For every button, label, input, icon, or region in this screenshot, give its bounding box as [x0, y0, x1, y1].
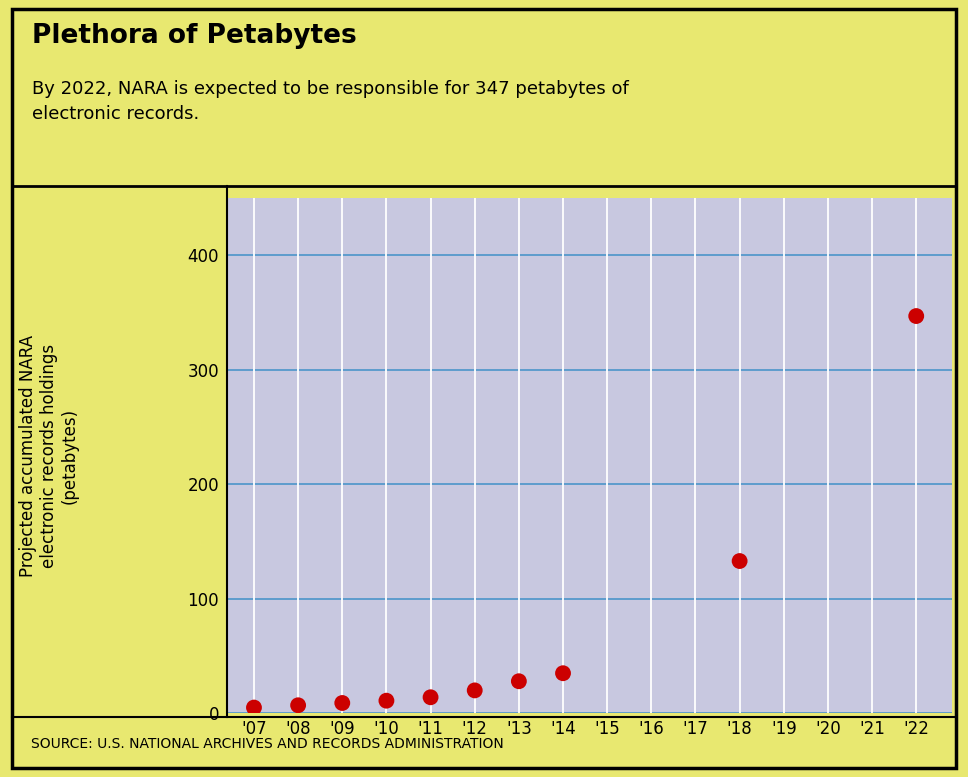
- Text: Projected accumulated NARA
electronic records holdings
(petabytes): Projected accumulated NARA electronic re…: [19, 335, 79, 577]
- Point: [909, 310, 924, 322]
- Point: [556, 667, 571, 679]
- Text: Plethora of Petabytes: Plethora of Petabytes: [32, 23, 357, 50]
- Point: [467, 685, 482, 697]
- Point: [290, 699, 306, 712]
- Point: [511, 675, 527, 688]
- Text: SOURCE: U.S. NATIONAL ARCHIVES AND RECORDS ADMINISTRATION: SOURCE: U.S. NATIONAL ARCHIVES AND RECOR…: [31, 737, 503, 751]
- Point: [246, 702, 261, 714]
- Point: [335, 697, 350, 709]
- Text: By 2022, NARA is expected to be responsible for 347 petabytes of
electronic reco: By 2022, NARA is expected to be responsi…: [32, 80, 629, 124]
- Point: [378, 695, 394, 707]
- Point: [423, 691, 439, 703]
- Point: [732, 555, 747, 567]
